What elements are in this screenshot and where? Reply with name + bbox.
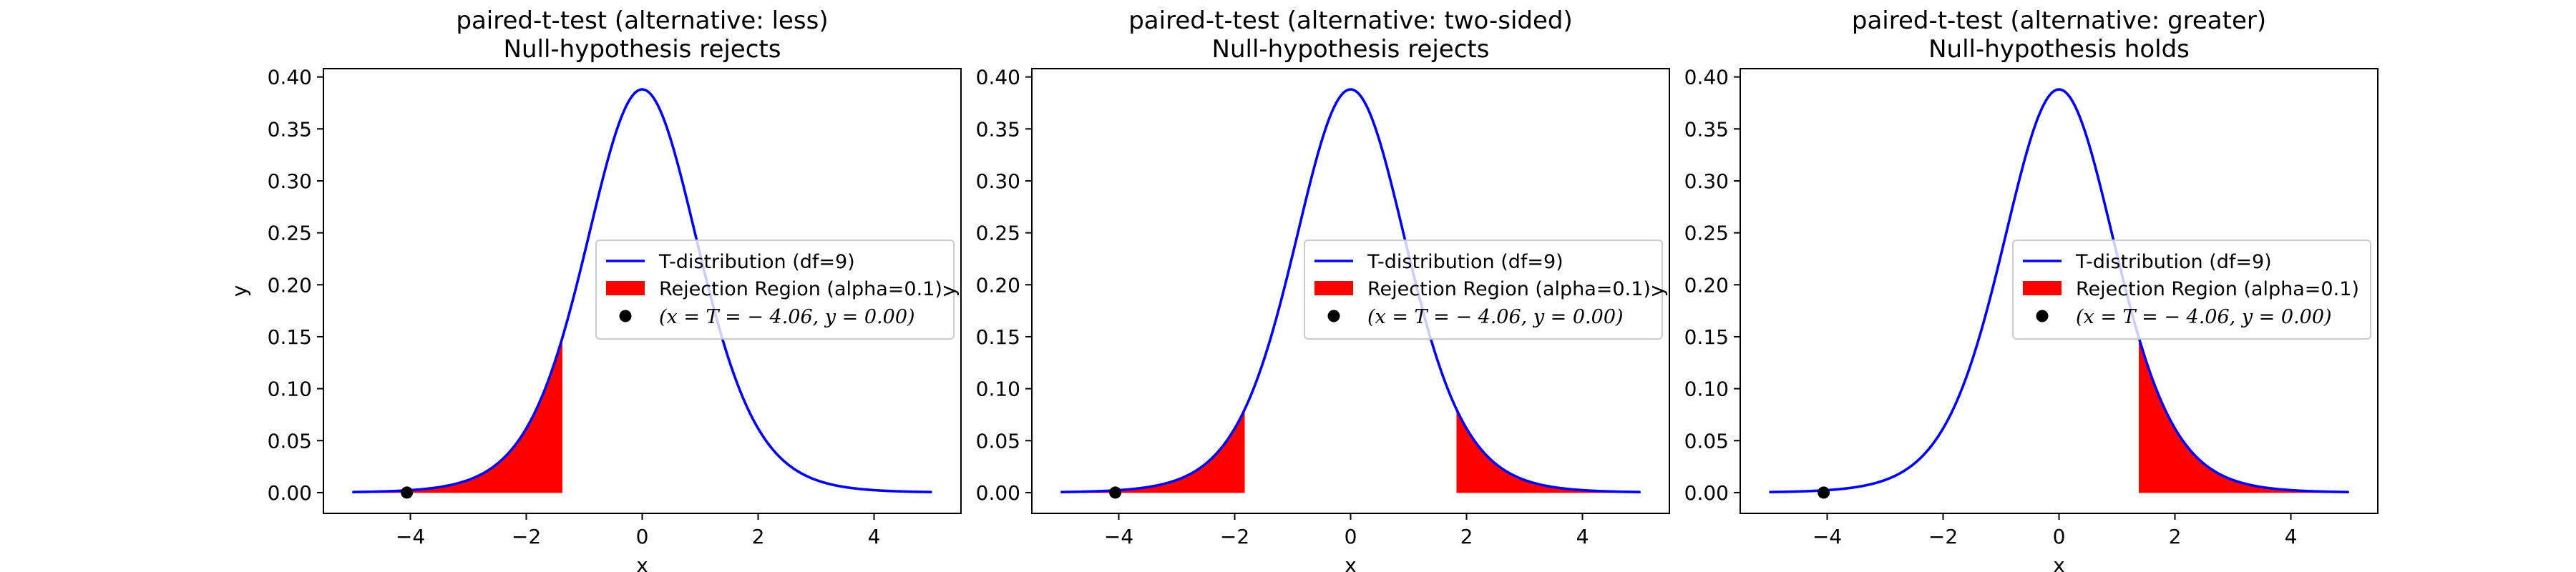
y-tick-label: 0.00 — [1684, 481, 1729, 505]
y-tick-label: 0.30 — [268, 169, 312, 193]
plot-area — [1769, 88, 2349, 499]
legend: T-distribution (df=9) Rejection Region (a… — [2012, 240, 2371, 340]
legend-point-swatch — [619, 310, 632, 322]
y-tick-label: 0.10 — [976, 378, 1020, 401]
y-tick-label: 0.25 — [976, 222, 1020, 245]
x-tick-label: −4 — [396, 525, 425, 548]
legend-label-curve: T-distribution (df=9) — [658, 251, 855, 273]
legend-point-swatch — [1327, 310, 1340, 322]
legend-label-rejection: Rejection Region (alpha=0.1) — [659, 278, 942, 300]
legend-rejection-swatch — [1314, 281, 1353, 295]
y-tick-label: 0.20 — [976, 273, 1020, 297]
x-tick-label: −2 — [1220, 525, 1249, 548]
x-tick-label: 0 — [1345, 525, 1357, 548]
x-tick-label: 4 — [868, 525, 881, 548]
x-tick-label: −2 — [512, 525, 541, 548]
chart-panel-1: paired-t-test (alternative: less)Null-hy… — [228, 6, 962, 572]
test-statistic-point — [1818, 486, 1830, 499]
y-tick-label: 0.05 — [976, 429, 1020, 453]
legend: T-distribution (df=9) Rejection Region (a… — [1304, 240, 1663, 340]
x-tick-label: 4 — [1576, 525, 1589, 548]
legend-box — [1304, 240, 1663, 340]
y-tick-label: 0.15 — [268, 325, 312, 349]
legend-rejection-swatch — [2023, 281, 2062, 295]
chart-panel-2: paired-t-test (alternative: two-sided)Nu… — [936, 6, 1670, 572]
y-tick-label: 0.40 — [1684, 66, 1729, 89]
chart-panel-3: paired-t-test (alternative: greater)Null… — [1644, 6, 2379, 572]
x-tick-label: 0 — [2053, 525, 2066, 548]
y-tick-label: 0.10 — [1684, 378, 1729, 401]
x-axis-label: x — [2053, 553, 2065, 572]
chart-title-line: paired-t-test (alternative: less) — [456, 6, 828, 35]
rejection-region — [352, 338, 562, 493]
legend-rejection-swatch — [606, 281, 645, 295]
legend-box — [2012, 240, 2371, 340]
y-tick-label: 0.30 — [976, 169, 1020, 193]
y-tick-label: 0.35 — [1684, 117, 1729, 141]
y-tick-label: 0.15 — [1684, 325, 1729, 349]
y-tick-label: 0.35 — [268, 117, 312, 141]
x-tick-label: 2 — [752, 525, 765, 548]
plot-area — [1060, 88, 1641, 499]
y-axis-label: y — [1644, 285, 1668, 297]
y-tick-label: 0.40 — [976, 66, 1020, 89]
plot-area — [352, 88, 932, 499]
y-axis-label: y — [228, 285, 251, 297]
y-tick-label: 0.10 — [268, 378, 312, 401]
y-tick-label: 0.20 — [268, 273, 312, 297]
x-tick-label: −4 — [1104, 525, 1133, 548]
y-tick-label: 0.20 — [1684, 273, 1729, 297]
chart-title-line: Null-hypothesis holds — [1928, 35, 2190, 64]
x-tick-label: −2 — [1928, 525, 1958, 548]
t-distribution-curve — [1060, 88, 1641, 493]
legend: T-distribution (df=9) Rejection Region (a… — [595, 240, 955, 340]
y-tick-label: 0.25 — [268, 222, 312, 245]
x-axis-label: x — [1345, 553, 1357, 572]
legend-label-rejection: Rejection Region (alpha=0.1) — [2076, 278, 2359, 300]
x-tick-label: 2 — [2169, 525, 2182, 548]
x-tick-label: 2 — [1460, 525, 1473, 548]
y-tick-label: 0.05 — [1684, 429, 1729, 453]
y-tick-label: 0.30 — [1684, 169, 1729, 193]
y-tick-label: 0.40 — [268, 66, 312, 89]
y-tick-label: 0.25 — [1684, 222, 1729, 245]
legend-label-point: (x = T = − 4.06, y = 0.00) — [1367, 306, 1624, 328]
chart-title-line: paired-t-test (alternative: two-sided) — [1128, 6, 1573, 35]
chart-title-line: Null-hypothesis rejects — [504, 35, 781, 64]
y-tick-label: 0.15 — [976, 325, 1020, 349]
t-distribution-curve — [1769, 88, 2349, 493]
x-axis-label: x — [636, 553, 648, 572]
legend-point-swatch — [2036, 310, 2049, 322]
legend-box — [595, 240, 955, 340]
test-statistic-point — [1109, 486, 1122, 499]
t-distribution-curve — [352, 88, 932, 493]
test-statistic-point — [401, 486, 414, 499]
x-tick-label: 4 — [2285, 525, 2298, 548]
y-axis-label: y — [936, 285, 960, 297]
chart-title-line: Null-hypothesis rejects — [1212, 35, 1490, 64]
x-tick-label: 0 — [636, 525, 649, 548]
legend-label-point: (x = T = − 4.06, y = 0.00) — [659, 306, 915, 328]
y-tick-label: 0.35 — [976, 117, 1020, 141]
rejection-region — [2139, 338, 2349, 493]
y-tick-label: 0.05 — [268, 429, 312, 453]
legend-label-curve: T-distribution (df=9) — [1367, 251, 1563, 273]
x-tick-label: −4 — [1813, 525, 1842, 548]
chart-title-line: paired-t-test (alternative: greater) — [1852, 6, 2266, 35]
legend-label-point: (x = T = − 4.06, y = 0.00) — [2076, 306, 2332, 328]
y-tick-label: 0.00 — [976, 481, 1020, 505]
y-tick-label: 0.00 — [268, 481, 312, 505]
legend-label-rejection: Rejection Region (alpha=0.1) — [1367, 278, 1651, 300]
legend-label-curve: T-distribution (df=9) — [2075, 251, 2272, 273]
